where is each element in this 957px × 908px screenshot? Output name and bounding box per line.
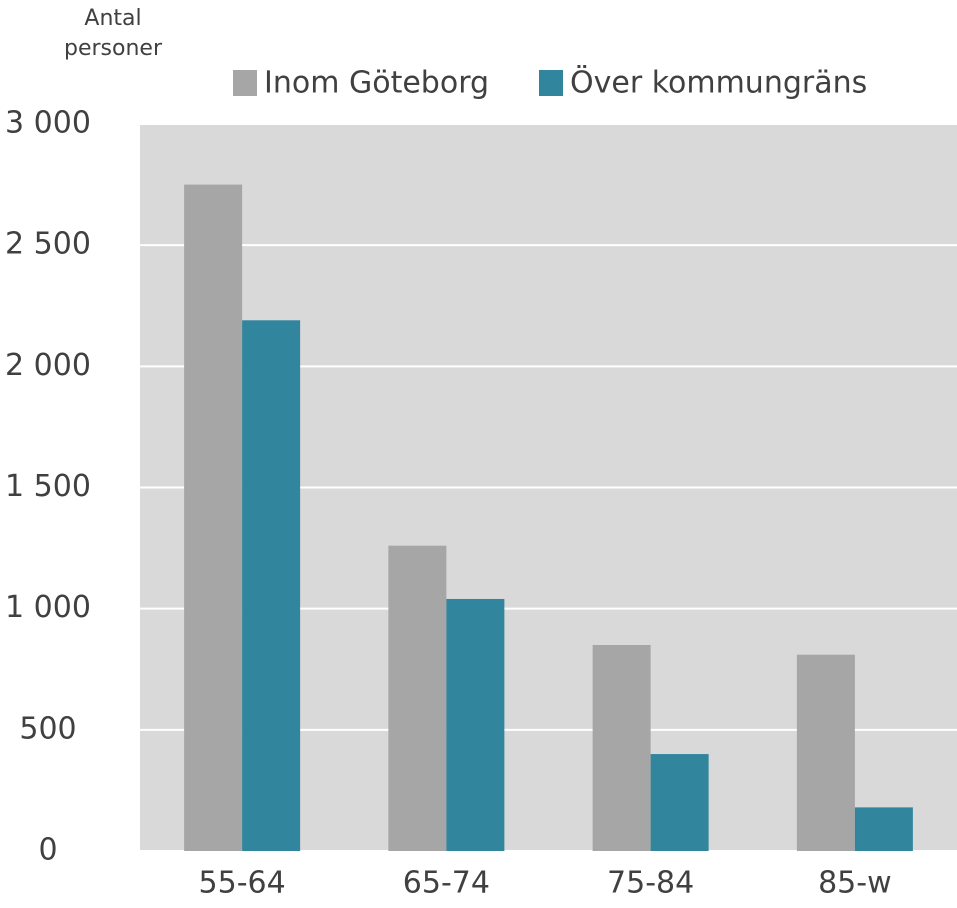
bar	[388, 545, 447, 851]
bar	[592, 645, 651, 851]
bar	[242, 320, 301, 851]
bar	[854, 807, 913, 851]
legend-label: Över kommungräns	[570, 65, 867, 101]
y-tick-label: 0	[38, 833, 57, 868]
bar	[796, 654, 855, 851]
y-tick-label: 1 000	[5, 590, 91, 625]
y-tick-label: 1 500	[5, 469, 91, 504]
y-tick-label: 2 500	[5, 227, 91, 262]
legend-swatch	[233, 70, 257, 96]
y-tick-label: 3 000	[5, 106, 91, 141]
x-tick-label: 75-84	[607, 866, 694, 901]
bar	[650, 754, 709, 851]
bar	[446, 598, 505, 851]
legend-label: Inom Göteborg	[264, 66, 489, 101]
y-axis-label: Antal personer	[64, 6, 162, 61]
y-tick-label: 500	[19, 711, 76, 746]
x-tick-label: 65-74	[403, 866, 490, 901]
y-tick-label: 2 000	[5, 348, 91, 383]
bar	[184, 184, 243, 852]
x-tick-label: 85-w	[818, 866, 892, 901]
legend-swatch	[539, 70, 563, 96]
x-tick-label: 55-64	[199, 866, 286, 901]
